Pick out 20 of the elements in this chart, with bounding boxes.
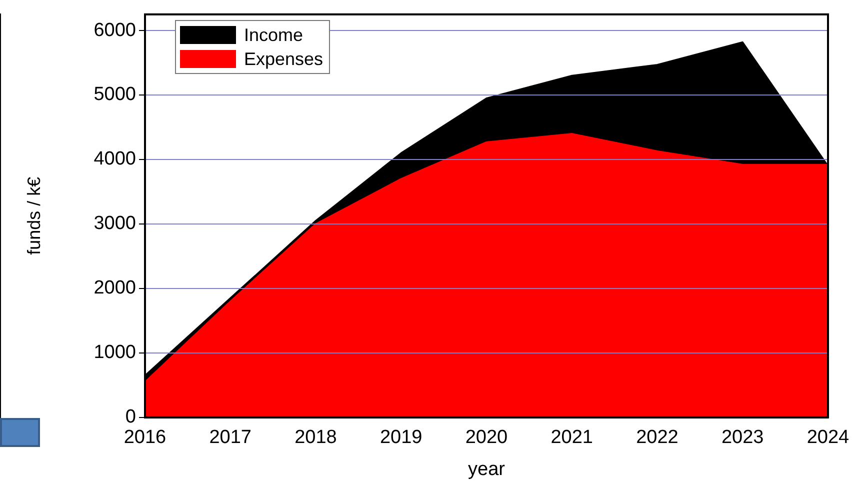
- x-tick-label: 2021: [550, 427, 594, 448]
- y-tick-label: 1000: [94, 342, 136, 364]
- y-tick-label: 0: [125, 406, 136, 428]
- x-tick-label: 2020: [465, 427, 508, 448]
- x-tick-label: 2018: [294, 427, 337, 448]
- y-axis-title: funds / k€: [24, 176, 44, 255]
- y-tick-label: 3000: [94, 213, 136, 234]
- x-tick-label: 2024: [806, 427, 850, 448]
- x-tick-label: 2017: [209, 427, 252, 448]
- y-tick-label: 2000: [94, 278, 136, 299]
- y-tick-label: 4000: [94, 148, 136, 170]
- x-tick-label: 2016: [124, 427, 166, 448]
- x-tick-label: 2022: [636, 427, 678, 448]
- y-tick-label: 6000: [94, 20, 136, 41]
- x-tick-label: 2019: [380, 427, 422, 448]
- legend-label: Income: [244, 24, 304, 48]
- x-tick-label: 2023: [721, 427, 764, 448]
- legend-label: Expenses: [244, 48, 324, 72]
- x-axis-title: year: [468, 458, 506, 480]
- y-tick-label: 5000: [94, 84, 136, 106]
